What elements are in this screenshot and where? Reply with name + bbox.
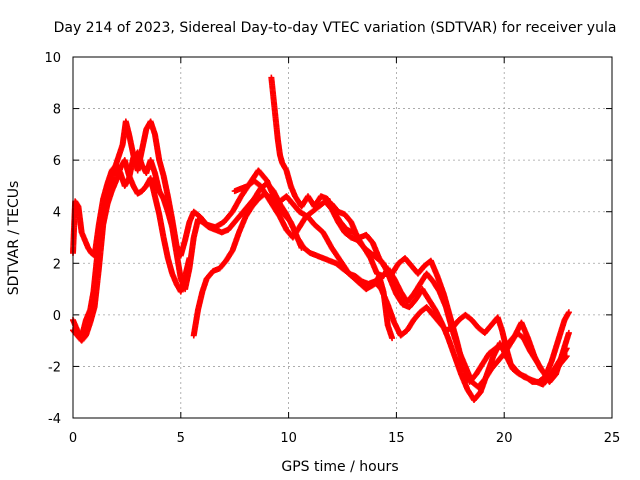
data-point bbox=[565, 329, 572, 336]
x-tick-label: 15 bbox=[388, 431, 405, 446]
y-tick-label: -2 bbox=[48, 360, 61, 375]
x-axis-label: GPS time / hours bbox=[281, 459, 398, 475]
x-tick-label: 25 bbox=[604, 431, 621, 446]
x-tick-label: 20 bbox=[496, 431, 513, 446]
plot-area bbox=[70, 74, 572, 403]
series-arc-4 bbox=[190, 190, 570, 388]
grid bbox=[73, 57, 612, 418]
plot-frame bbox=[72, 56, 613, 419]
axis-ticks: 0 5 10 15 20 25 -4 -2 0 2 4 6 8 10 bbox=[44, 51, 620, 446]
data-point bbox=[186, 255, 193, 262]
y-tick-label: -4 bbox=[48, 412, 61, 427]
data-point bbox=[389, 335, 396, 342]
x-tick-label: 10 bbox=[280, 431, 297, 446]
y-tick-label: 8 bbox=[53, 103, 61, 118]
x-tick-label: 0 bbox=[69, 431, 77, 446]
series-arc-7 bbox=[328, 200, 572, 391]
y-tick-label: 10 bbox=[44, 51, 61, 66]
y-tick-label: 4 bbox=[53, 206, 61, 221]
data-point bbox=[565, 309, 572, 316]
y-tick-label: 2 bbox=[53, 257, 61, 272]
series-arc-3 bbox=[70, 157, 193, 344]
y-tick-label: 6 bbox=[53, 154, 61, 169]
y-axis-label: SDTVAR / TECUs bbox=[6, 181, 22, 296]
y-tick-label: 0 bbox=[53, 309, 61, 324]
data-point bbox=[563, 353, 570, 360]
x-tick-label: 5 bbox=[177, 431, 185, 446]
chart-title: Day 214 of 2023, Sidereal Day-to-day VTE… bbox=[54, 20, 617, 36]
